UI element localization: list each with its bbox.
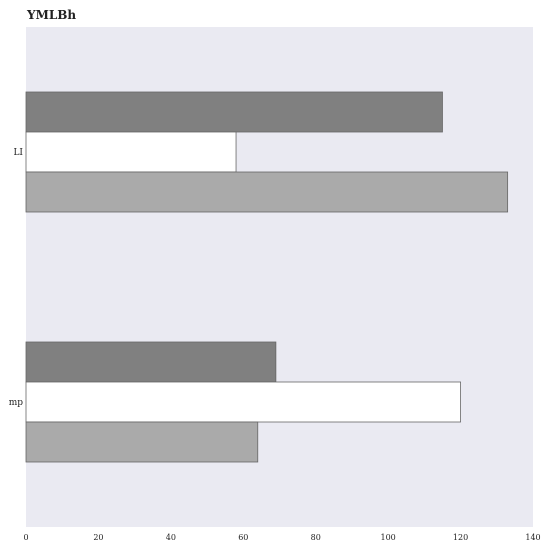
x-tick-label: 80 <box>311 533 321 542</box>
category-label: LI <box>13 148 23 158</box>
x-tick-label: 20 <box>93 533 103 542</box>
category-label: mp <box>9 398 24 408</box>
x-tick-label: 140 <box>525 533 540 542</box>
x-tick-label: 100 <box>381 533 396 542</box>
x-tick-label: 0 <box>23 533 28 542</box>
bar-LI-series-1 <box>25 91 443 133</box>
x-tick-label: 60 <box>238 533 248 542</box>
bar-mp-series-1 <box>25 341 277 383</box>
category-labels: LI mp <box>9 148 24 408</box>
chart-title: YMLBh <box>26 8 76 22</box>
bar-mp-series-2 <box>25 381 461 423</box>
x-axis-ticks: 0 20 40 60 80 100 120 140 <box>23 533 540 542</box>
bar-mp-series-3 <box>25 421 259 463</box>
bars-group <box>25 91 509 463</box>
bar-LI-series-3 <box>25 171 509 213</box>
x-tick-label: 40 <box>166 533 176 542</box>
bar-LI-series-2 <box>25 131 237 173</box>
x-tick-label: 120 <box>453 533 468 542</box>
